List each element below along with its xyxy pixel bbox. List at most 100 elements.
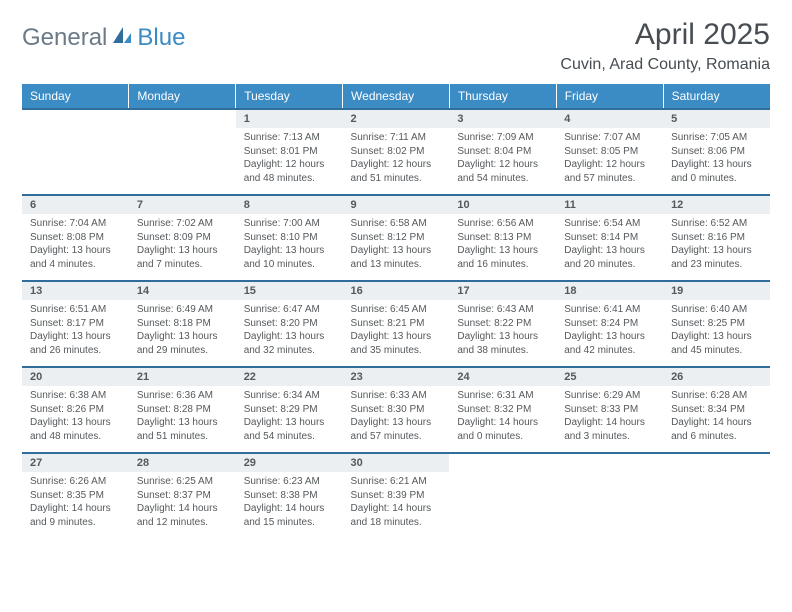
calendar-cell: 7Sunrise: 7:02 AMSunset: 8:09 PMDaylight… xyxy=(129,195,236,281)
day-number: 12 xyxy=(663,196,770,214)
weekday-header: Friday xyxy=(556,84,663,109)
day-number: 2 xyxy=(343,110,450,128)
day-detail: Sunrise: 6:45 AMSunset: 8:21 PMDaylight:… xyxy=(343,300,450,363)
day-number: 27 xyxy=(22,454,129,472)
day-number: 23 xyxy=(343,368,450,386)
logo: General Blue xyxy=(22,24,185,52)
calendar-cell: 1Sunrise: 7:13 AMSunset: 8:01 PMDaylight… xyxy=(236,109,343,195)
day-detail: Sunrise: 6:52 AMSunset: 8:16 PMDaylight:… xyxy=(663,214,770,277)
day-number: 19 xyxy=(663,282,770,300)
day-number: 17 xyxy=(449,282,556,300)
calendar-cell: 8Sunrise: 7:00 AMSunset: 8:10 PMDaylight… xyxy=(236,195,343,281)
day-number: 5 xyxy=(663,110,770,128)
calendar-cell: 5Sunrise: 7:05 AMSunset: 8:06 PMDaylight… xyxy=(663,109,770,195)
calendar-cell: 27Sunrise: 6:26 AMSunset: 8:35 PMDayligh… xyxy=(22,453,129,539)
day-number: 8 xyxy=(236,196,343,214)
calendar-body: 1Sunrise: 7:13 AMSunset: 8:01 PMDaylight… xyxy=(22,109,770,539)
calendar-cell: 20Sunrise: 6:38 AMSunset: 8:26 PMDayligh… xyxy=(22,367,129,453)
calendar-row: 13Sunrise: 6:51 AMSunset: 8:17 PMDayligh… xyxy=(22,281,770,367)
day-number: 9 xyxy=(343,196,450,214)
day-detail: Sunrise: 6:40 AMSunset: 8:25 PMDaylight:… xyxy=(663,300,770,363)
day-number: 6 xyxy=(22,196,129,214)
day-detail: Sunrise: 6:41 AMSunset: 8:24 PMDaylight:… xyxy=(556,300,663,363)
calendar-cell: 22Sunrise: 6:34 AMSunset: 8:29 PMDayligh… xyxy=(236,367,343,453)
calendar-cell: 24Sunrise: 6:31 AMSunset: 8:32 PMDayligh… xyxy=(449,367,556,453)
day-number: 22 xyxy=(236,368,343,386)
day-detail: Sunrise: 7:07 AMSunset: 8:05 PMDaylight:… xyxy=(556,128,663,191)
calendar-cell: 15Sunrise: 6:47 AMSunset: 8:20 PMDayligh… xyxy=(236,281,343,367)
calendar-cell: 3Sunrise: 7:09 AMSunset: 8:04 PMDaylight… xyxy=(449,109,556,195)
day-detail: Sunrise: 7:04 AMSunset: 8:08 PMDaylight:… xyxy=(22,214,129,277)
day-detail: Sunrise: 6:38 AMSunset: 8:26 PMDaylight:… xyxy=(22,386,129,449)
day-detail: Sunrise: 6:58 AMSunset: 8:12 PMDaylight:… xyxy=(343,214,450,277)
calendar-cell: 30Sunrise: 6:21 AMSunset: 8:39 PMDayligh… xyxy=(343,453,450,539)
day-number: 20 xyxy=(22,368,129,386)
day-detail: Sunrise: 7:02 AMSunset: 8:09 PMDaylight:… xyxy=(129,214,236,277)
calendar-cell: 23Sunrise: 6:33 AMSunset: 8:30 PMDayligh… xyxy=(343,367,450,453)
calendar-row: 27Sunrise: 6:26 AMSunset: 8:35 PMDayligh… xyxy=(22,453,770,539)
calendar-cell: 13Sunrise: 6:51 AMSunset: 8:17 PMDayligh… xyxy=(22,281,129,367)
calendar-row: 20Sunrise: 6:38 AMSunset: 8:26 PMDayligh… xyxy=(22,367,770,453)
day-number: 3 xyxy=(449,110,556,128)
location: Cuvin, Arad County, Romania xyxy=(560,56,770,74)
calendar-head: SundayMondayTuesdayWednesdayThursdayFrid… xyxy=(22,84,770,109)
calendar-cell xyxy=(22,109,129,195)
calendar-cell xyxy=(129,109,236,195)
day-detail: Sunrise: 6:43 AMSunset: 8:22 PMDaylight:… xyxy=(449,300,556,363)
calendar-cell xyxy=(556,453,663,539)
title-block: April 2025 Cuvin, Arad County, Romania xyxy=(560,18,770,74)
weekday-header: Tuesday xyxy=(236,84,343,109)
day-number: 25 xyxy=(556,368,663,386)
day-number: 15 xyxy=(236,282,343,300)
weekday-header: Saturday xyxy=(663,84,770,109)
day-detail: Sunrise: 7:11 AMSunset: 8:02 PMDaylight:… xyxy=(343,128,450,191)
calendar-cell: 18Sunrise: 6:41 AMSunset: 8:24 PMDayligh… xyxy=(556,281,663,367)
weekday-header: Thursday xyxy=(449,84,556,109)
calendar-cell: 9Sunrise: 6:58 AMSunset: 8:12 PMDaylight… xyxy=(343,195,450,281)
weekday-header: Monday xyxy=(129,84,236,109)
day-number: 11 xyxy=(556,196,663,214)
day-detail: Sunrise: 7:13 AMSunset: 8:01 PMDaylight:… xyxy=(236,128,343,191)
calendar-cell: 4Sunrise: 7:07 AMSunset: 8:05 PMDaylight… xyxy=(556,109,663,195)
logo-sail-icon xyxy=(111,25,133,52)
day-number: 30 xyxy=(343,454,450,472)
header: General Blue April 2025 Cuvin, Arad Coun… xyxy=(22,18,770,74)
calendar-cell: 2Sunrise: 7:11 AMSunset: 8:02 PMDaylight… xyxy=(343,109,450,195)
day-detail: Sunrise: 6:29 AMSunset: 8:33 PMDaylight:… xyxy=(556,386,663,449)
calendar-cell: 29Sunrise: 6:23 AMSunset: 8:38 PMDayligh… xyxy=(236,453,343,539)
calendar-cell: 12Sunrise: 6:52 AMSunset: 8:16 PMDayligh… xyxy=(663,195,770,281)
weekday-header: Wednesday xyxy=(343,84,450,109)
calendar-row: 6Sunrise: 7:04 AMSunset: 8:08 PMDaylight… xyxy=(22,195,770,281)
day-detail: Sunrise: 6:54 AMSunset: 8:14 PMDaylight:… xyxy=(556,214,663,277)
day-number: 10 xyxy=(449,196,556,214)
day-detail: Sunrise: 7:05 AMSunset: 8:06 PMDaylight:… xyxy=(663,128,770,191)
day-detail: Sunrise: 6:36 AMSunset: 8:28 PMDaylight:… xyxy=(129,386,236,449)
calendar-cell: 11Sunrise: 6:54 AMSunset: 8:14 PMDayligh… xyxy=(556,195,663,281)
day-number: 16 xyxy=(343,282,450,300)
day-number: 4 xyxy=(556,110,663,128)
calendar-cell xyxy=(449,453,556,539)
calendar-cell: 26Sunrise: 6:28 AMSunset: 8:34 PMDayligh… xyxy=(663,367,770,453)
day-detail: Sunrise: 6:26 AMSunset: 8:35 PMDaylight:… xyxy=(22,472,129,535)
day-detail: Sunrise: 6:51 AMSunset: 8:17 PMDaylight:… xyxy=(22,300,129,363)
weekday-header: Sunday xyxy=(22,84,129,109)
calendar-cell: 10Sunrise: 6:56 AMSunset: 8:13 PMDayligh… xyxy=(449,195,556,281)
day-number: 14 xyxy=(129,282,236,300)
day-detail: Sunrise: 6:28 AMSunset: 8:34 PMDaylight:… xyxy=(663,386,770,449)
month-title: April 2025 xyxy=(560,18,770,52)
calendar-cell: 21Sunrise: 6:36 AMSunset: 8:28 PMDayligh… xyxy=(129,367,236,453)
day-detail: Sunrise: 6:49 AMSunset: 8:18 PMDaylight:… xyxy=(129,300,236,363)
day-number: 7 xyxy=(129,196,236,214)
day-number: 18 xyxy=(556,282,663,300)
day-number: 29 xyxy=(236,454,343,472)
day-detail: Sunrise: 7:09 AMSunset: 8:04 PMDaylight:… xyxy=(449,128,556,191)
day-number: 1 xyxy=(236,110,343,128)
day-detail: Sunrise: 7:00 AMSunset: 8:10 PMDaylight:… xyxy=(236,214,343,277)
day-number: 13 xyxy=(22,282,129,300)
day-number: 26 xyxy=(663,368,770,386)
logo-text-general: General xyxy=(22,24,107,52)
day-number: 24 xyxy=(449,368,556,386)
calendar-cell: 17Sunrise: 6:43 AMSunset: 8:22 PMDayligh… xyxy=(449,281,556,367)
day-number: 28 xyxy=(129,454,236,472)
day-detail: Sunrise: 6:23 AMSunset: 8:38 PMDaylight:… xyxy=(236,472,343,535)
